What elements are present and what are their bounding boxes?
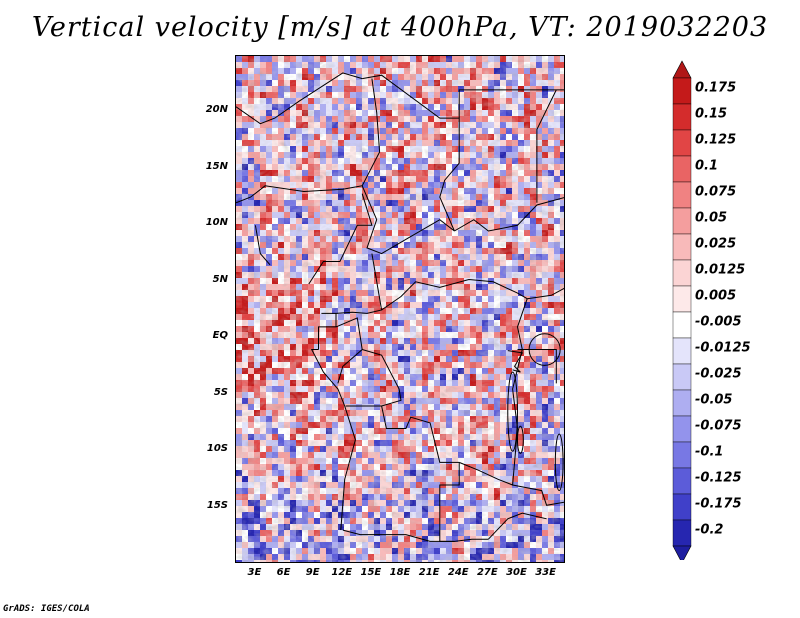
colorbar-level-label: -0.0125 [695, 340, 751, 356]
colorbar-swatch [672, 233, 692, 261]
colorbar-level-label: -0.025 [695, 366, 742, 382]
boundary-line [381, 405, 460, 463]
lat-tick-label: 5S [213, 386, 228, 398]
boundary-line [310, 349, 356, 531]
colorbar-level-label: -0.125 [695, 470, 742, 486]
colorbar-swatch [672, 519, 692, 547]
colorbar-level-label: 0.175 [695, 80, 737, 96]
lon-tick-label: 21E [418, 567, 440, 578]
colorbar-swatch [672, 363, 692, 391]
colorbar-swatch [672, 467, 692, 495]
colorbar-level-label: -0.05 [695, 392, 733, 408]
plot-title: Vertical velocity [m/s] at 400hPa, VT: 2… [31, 12, 769, 43]
colorbar-swatch [672, 415, 692, 443]
colorbar-level-label: 0.025 [695, 236, 737, 252]
colorbar-swatch [672, 103, 692, 131]
colorbar-level-label: -0.175 [695, 496, 742, 512]
lon-tick-label: 12E [331, 567, 353, 578]
colorbar-level-label: 0.075 [695, 184, 737, 200]
colorbar-swatch [672, 389, 692, 417]
lat-tick-label: 10N [205, 217, 228, 229]
boundary-line [458, 89, 564, 119]
lon-tick-label: 18E [389, 567, 411, 578]
grads-credit: GrADS: IGES/COLA [3, 604, 90, 614]
colorbar-level-label: -0.005 [695, 314, 742, 330]
colorbar-swatch [672, 77, 692, 105]
colorbar-level-label: 0.1 [695, 158, 719, 174]
colorbar-swatch [672, 207, 692, 235]
map-panel [235, 55, 565, 563]
colorbar-swatch [672, 129, 692, 157]
boundary-line [517, 349, 557, 384]
boundary-line [361, 78, 381, 187]
colorbar-level-label: 0.005 [695, 288, 737, 304]
colorbar-swatch [672, 337, 692, 365]
boundary-line [512, 484, 564, 506]
colorbar-swatch [672, 493, 692, 521]
lon-tick-label: 15E [360, 567, 382, 578]
lake-outline [528, 333, 561, 366]
lon-tick-label: 27E [476, 567, 498, 578]
colorbar-level-label: -0.1 [695, 444, 724, 460]
boundary-line [454, 197, 564, 232]
colorbar-swatch [672, 311, 692, 339]
boundary-line [236, 185, 363, 204]
boundary-line [321, 253, 383, 314]
colorbar-bottom-arrow [672, 545, 692, 560]
colorbar-top-arrow [672, 60, 692, 79]
colorbar-swatch [672, 259, 692, 287]
boundary-line [342, 529, 489, 542]
lat-tick-label: 5N [212, 273, 228, 285]
boundary-line [381, 278, 528, 311]
lat-tick-label: EQ [212, 330, 228, 342]
lon-tick-label: 24E [447, 567, 469, 578]
colorbar-swatch [672, 155, 692, 183]
colorbar-level-label: 0.05 [695, 210, 728, 226]
lon-tick-label: 33E [535, 567, 556, 578]
lon-tick-label: 6E [276, 567, 291, 578]
colorbar-swatch [672, 181, 692, 209]
boundary-line [254, 225, 271, 266]
boundary-line [345, 349, 402, 407]
lat-tick-label: 10S [206, 443, 228, 455]
lat-tick-label: 20N [205, 104, 228, 116]
boundary-line [507, 350, 524, 373]
boundary-line [236, 72, 363, 125]
lat-tick-label: 15N [205, 160, 228, 172]
lake-outline [554, 433, 564, 492]
lake-outline [507, 371, 518, 452]
country-boundaries [236, 72, 564, 542]
colorbar-level-label: 0.0125 [695, 262, 746, 278]
boundary-line [488, 512, 547, 540]
vertical-velocity-field [236, 56, 564, 562]
boundary-line [527, 287, 564, 300]
colorbar-swatch [672, 285, 692, 313]
boundary-line [459, 428, 518, 486]
lon-tick-label: 30E [506, 567, 527, 578]
colorbar-level-label: -0.075 [695, 418, 742, 434]
lake-outline [516, 425, 524, 454]
colorbar-level-label: 0.125 [695, 132, 737, 148]
boundary-line [361, 185, 455, 255]
colorbar-level-label: -0.2 [695, 522, 724, 538]
colorbar [672, 60, 692, 560]
lon-tick-label: 3E [247, 567, 262, 578]
lon-tick-label: 9E [305, 567, 320, 578]
lat-tick-label: 15S [206, 499, 228, 511]
boundary-line [308, 193, 373, 285]
colorbar-swatch [672, 441, 692, 469]
boundary-line [536, 89, 557, 203]
boundary-line [362, 74, 460, 232]
boundary-line [318, 313, 337, 350]
colorbar-level-label: 0.15 [695, 106, 728, 122]
